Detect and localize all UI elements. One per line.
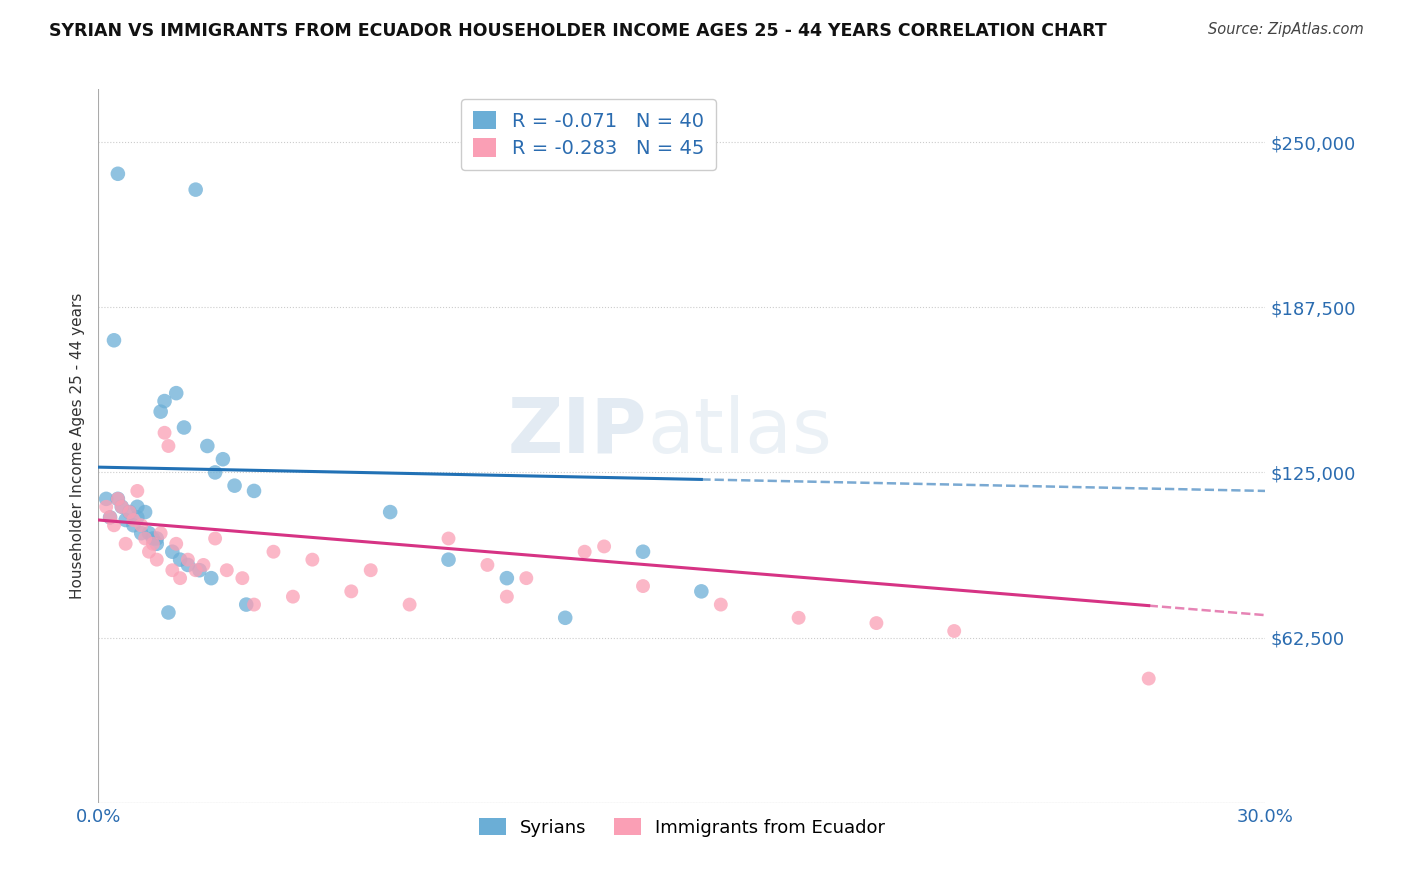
Point <box>943 624 966 638</box>
Point <box>122 518 145 533</box>
Point <box>188 563 211 577</box>
Point <box>235 598 257 612</box>
Point <box>865 616 887 631</box>
Point <box>360 563 382 577</box>
Text: atlas: atlas <box>647 395 832 468</box>
Point <box>173 420 195 434</box>
Point <box>107 167 129 181</box>
Point <box>103 518 125 533</box>
Point <box>134 532 156 546</box>
Text: ZIP: ZIP <box>508 395 647 468</box>
Point <box>142 537 165 551</box>
Point <box>118 505 141 519</box>
Point <box>169 571 191 585</box>
Point <box>103 333 125 347</box>
Point <box>98 510 121 524</box>
Legend: Syrians, Immigrants from Ecuador: Syrians, Immigrants from Ecuador <box>471 811 893 844</box>
Point <box>215 563 238 577</box>
Point <box>107 491 129 506</box>
Point <box>157 439 180 453</box>
Point <box>129 526 152 541</box>
Point <box>153 394 176 409</box>
Point <box>177 558 200 572</box>
Point <box>1137 672 1160 686</box>
Point <box>243 598 266 612</box>
Text: SYRIAN VS IMMIGRANTS FROM ECUADOR HOUSEHOLDER INCOME AGES 25 - 44 YEARS CORRELAT: SYRIAN VS IMMIGRANTS FROM ECUADOR HOUSEH… <box>49 22 1107 40</box>
Point <box>380 505 402 519</box>
Point <box>127 483 149 498</box>
Point <box>96 491 118 506</box>
Point <box>204 532 226 546</box>
Point <box>195 439 218 453</box>
Y-axis label: Householder Income Ages 25 - 44 years: Householder Income Ages 25 - 44 years <box>70 293 86 599</box>
Point <box>153 425 176 440</box>
Point <box>710 598 733 612</box>
Point <box>169 552 191 566</box>
Point <box>146 552 169 566</box>
Point <box>515 571 537 585</box>
Point <box>98 510 121 524</box>
Point <box>787 611 810 625</box>
Point <box>301 552 323 566</box>
Point <box>200 571 222 585</box>
Point <box>114 513 136 527</box>
Point <box>631 545 654 559</box>
Point <box>127 510 149 524</box>
Point <box>204 466 226 480</box>
Point <box>281 590 304 604</box>
Text: Source: ZipAtlas.com: Source: ZipAtlas.com <box>1208 22 1364 37</box>
Point <box>398 598 420 612</box>
Point <box>157 606 180 620</box>
Point <box>165 537 187 551</box>
Point <box>184 183 207 197</box>
Point <box>146 537 169 551</box>
Point <box>437 552 460 566</box>
Point <box>118 505 141 519</box>
Point <box>496 571 519 585</box>
Point <box>138 526 160 541</box>
Point <box>496 590 519 604</box>
Point <box>107 491 129 506</box>
Point <box>631 579 654 593</box>
Point <box>224 478 246 492</box>
Point <box>122 513 145 527</box>
Point <box>243 483 266 498</box>
Point <box>146 532 169 546</box>
Point <box>149 404 172 418</box>
Point <box>134 505 156 519</box>
Point <box>162 545 184 559</box>
Point <box>193 558 215 572</box>
Point <box>574 545 596 559</box>
Point <box>690 584 713 599</box>
Point <box>111 500 134 514</box>
Point <box>165 386 187 401</box>
Point <box>142 532 165 546</box>
Point <box>437 532 460 546</box>
Point <box>96 500 118 514</box>
Point <box>177 552 200 566</box>
Point <box>149 526 172 541</box>
Point <box>554 611 576 625</box>
Point <box>114 537 136 551</box>
Point <box>477 558 499 572</box>
Point <box>262 545 284 559</box>
Point <box>593 540 616 554</box>
Point <box>127 500 149 514</box>
Point <box>212 452 235 467</box>
Point <box>184 563 207 577</box>
Point <box>111 500 134 514</box>
Point <box>231 571 253 585</box>
Point <box>340 584 363 599</box>
Point <box>138 545 160 559</box>
Point <box>129 518 152 533</box>
Point <box>162 563 184 577</box>
